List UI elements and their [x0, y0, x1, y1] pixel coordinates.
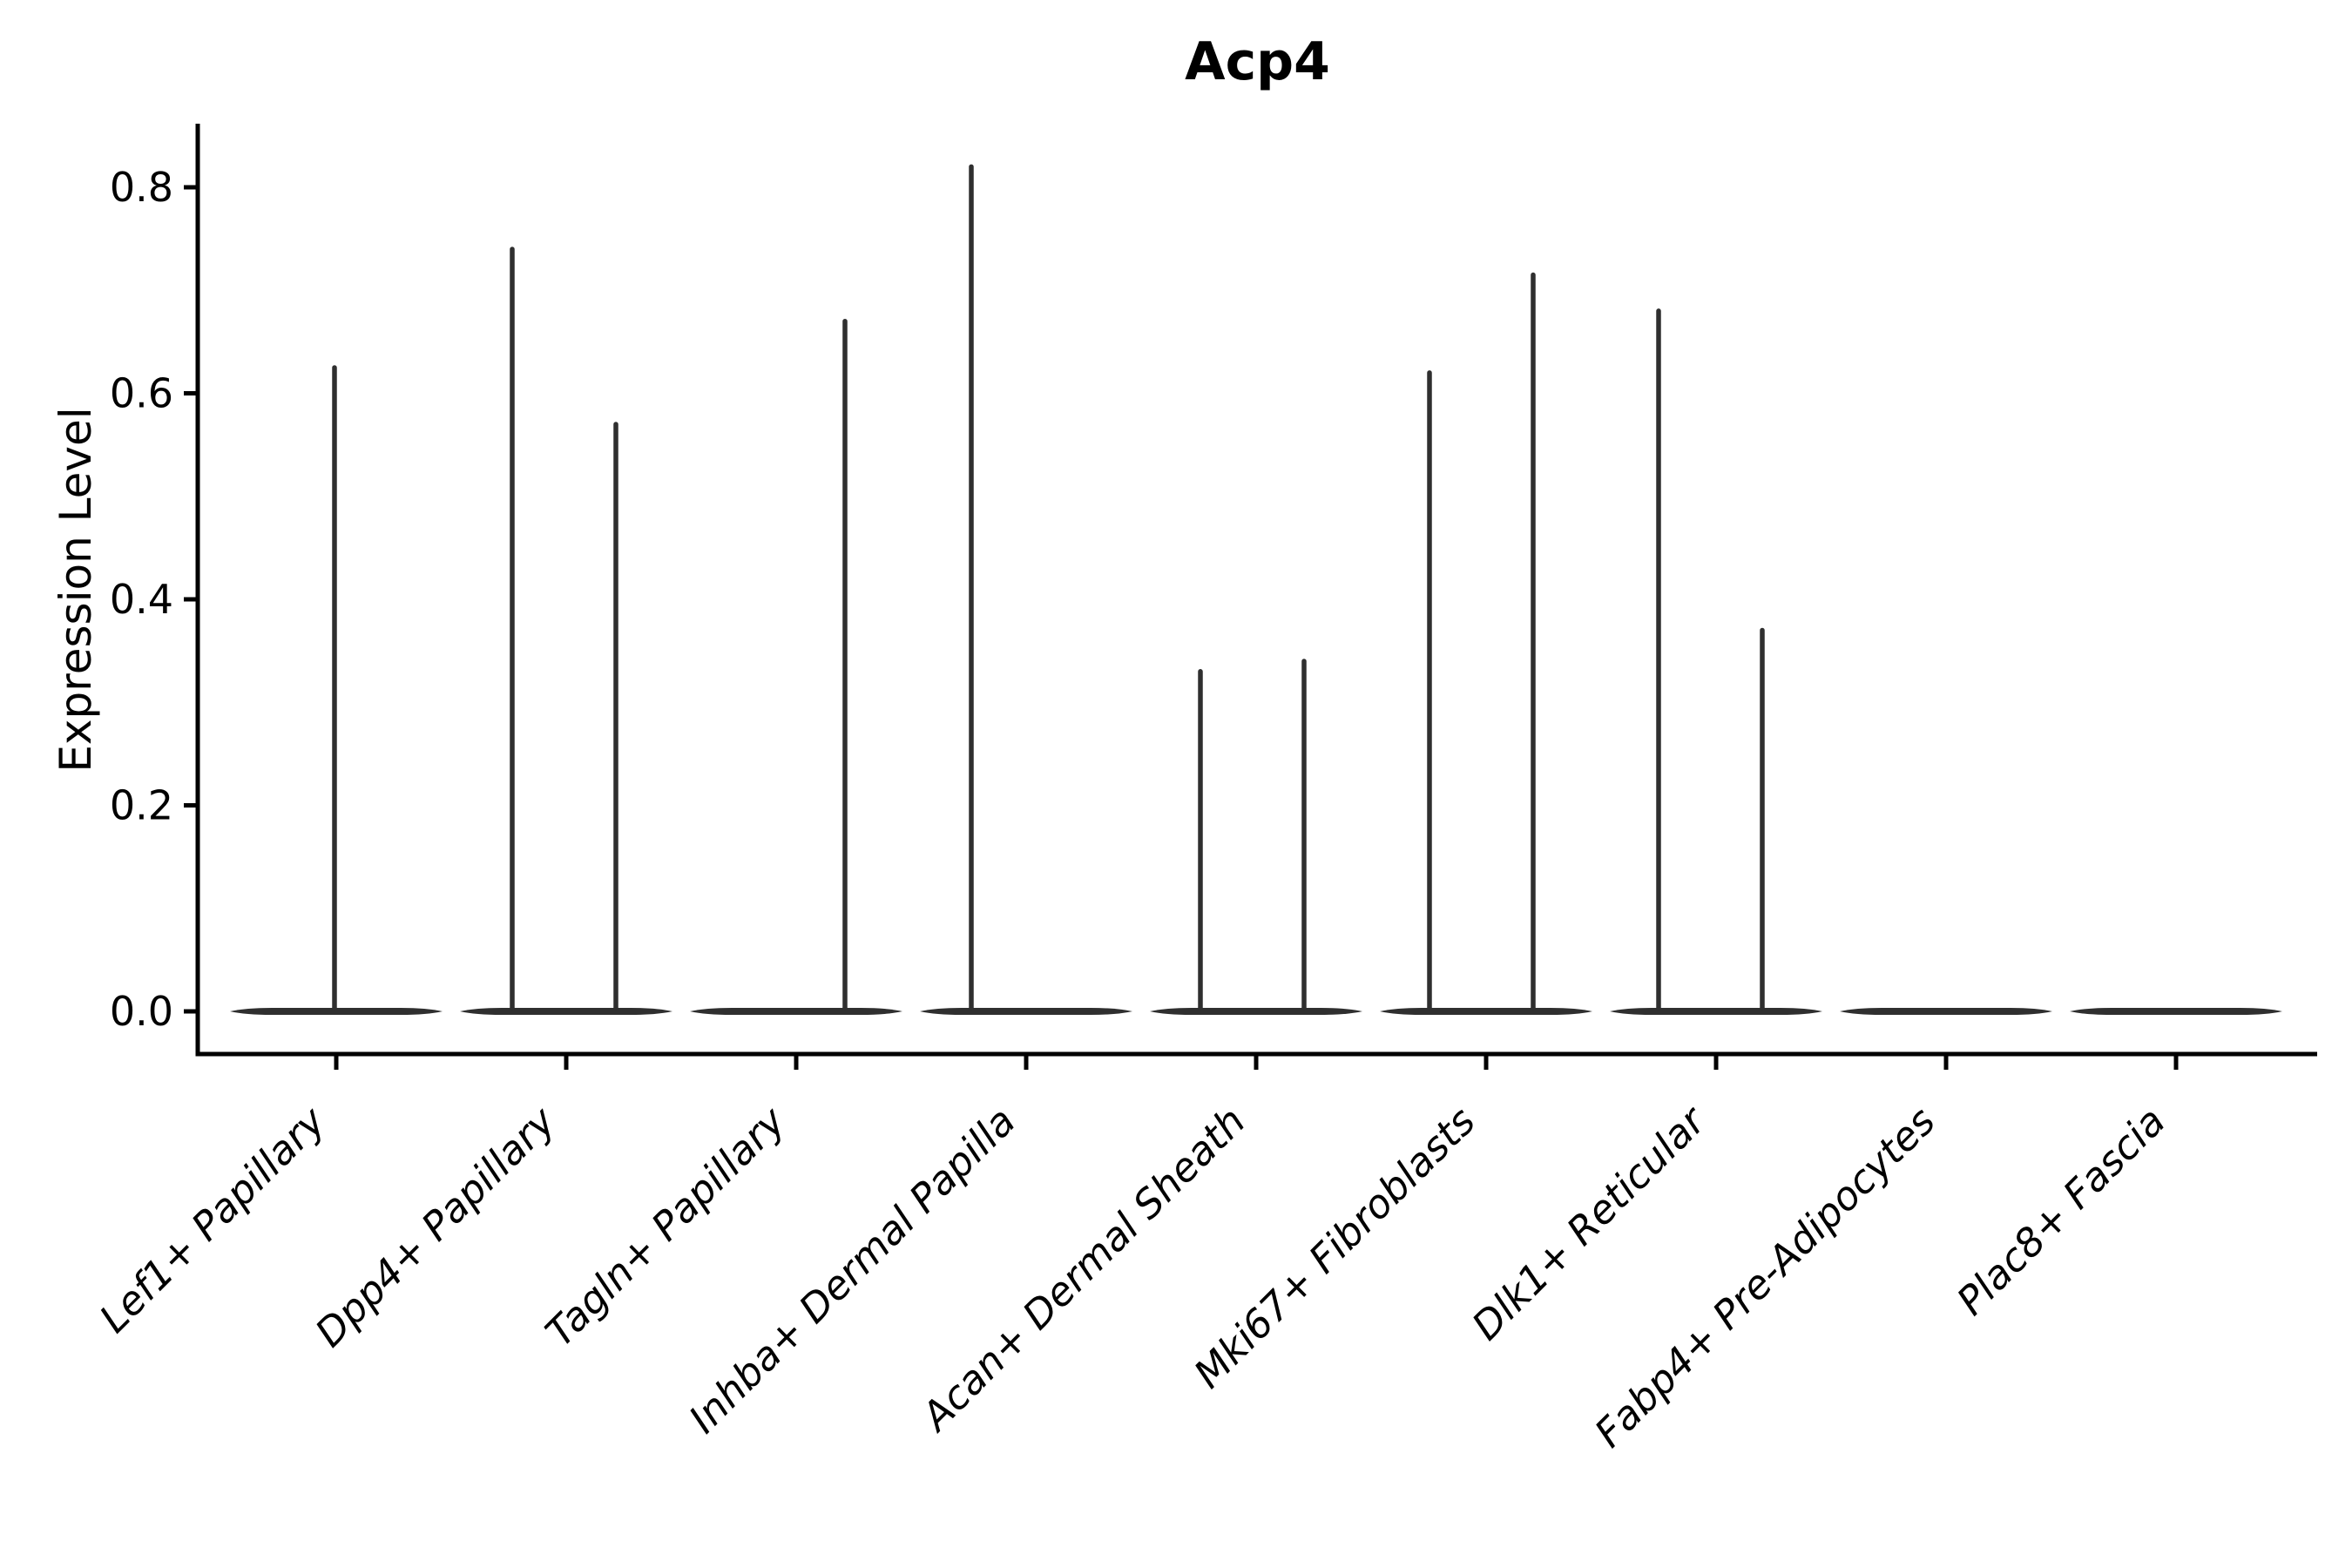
violin-base: [1150, 1008, 1362, 1015]
x-tick-label: Dlk1+ Reticular: [1463, 1097, 1715, 1349]
violin-base: [1380, 1008, 1592, 1015]
x-tick-label: Dpp4+ Papillary: [307, 1097, 565, 1355]
y-tick-label: 0.4: [110, 576, 173, 623]
violin-base: [1840, 1008, 2052, 1015]
violin-base: [920, 1008, 1132, 1015]
x-tick-label: Tagln+ Papillary: [537, 1097, 795, 1355]
y-tick-label: 0.2: [110, 782, 173, 829]
y-tick-label: 0.8: [110, 164, 173, 211]
violin-base: [2070, 1008, 2282, 1015]
violin-base: [1610, 1008, 1822, 1015]
violin-base: [230, 1008, 443, 1015]
violin-base: [690, 1008, 902, 1015]
chart-title: Acp4: [1185, 31, 1330, 92]
y-tick-label: 0.0: [110, 988, 173, 1035]
violin-base: [460, 1008, 672, 1015]
y-tick-label: 0.6: [110, 370, 173, 417]
x-tick-label: Lef1+ Papillary: [91, 1097, 335, 1342]
x-tick-label: Plac8+ Fascia: [1948, 1098, 2174, 1324]
